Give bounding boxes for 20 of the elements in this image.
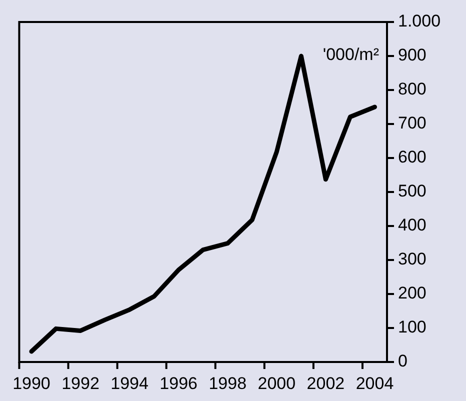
y-tick-label: 900 (398, 46, 426, 65)
x-tick-label: 2000 (258, 374, 296, 393)
x-tick-label: 1996 (160, 374, 198, 393)
y-tick-label: 600 (398, 148, 426, 167)
y-tick-label: 300 (398, 250, 426, 269)
x-tick-label: 1992 (62, 374, 100, 393)
x-tick-label: 2002 (306, 374, 345, 393)
x-tick-label: 2004 (356, 374, 394, 393)
y-tick-label: 0 (398, 352, 408, 371)
x-tick-label: 1994 (110, 374, 148, 393)
x-tick-label: 1998 (208, 374, 247, 393)
y-tick-label: 800 (398, 80, 426, 99)
y-tick-label: 700 (398, 114, 426, 133)
y-tick-label: 1.000 (398, 12, 441, 31)
y-tick-label: 400 (398, 216, 426, 235)
y-tick-label: 500 (398, 182, 426, 201)
y-tick-label: 200 (398, 284, 426, 303)
annotation: '000/m² (322, 45, 380, 64)
y-tick-label: 100 (398, 318, 426, 337)
x-tick-label: 1990 (12, 374, 50, 393)
